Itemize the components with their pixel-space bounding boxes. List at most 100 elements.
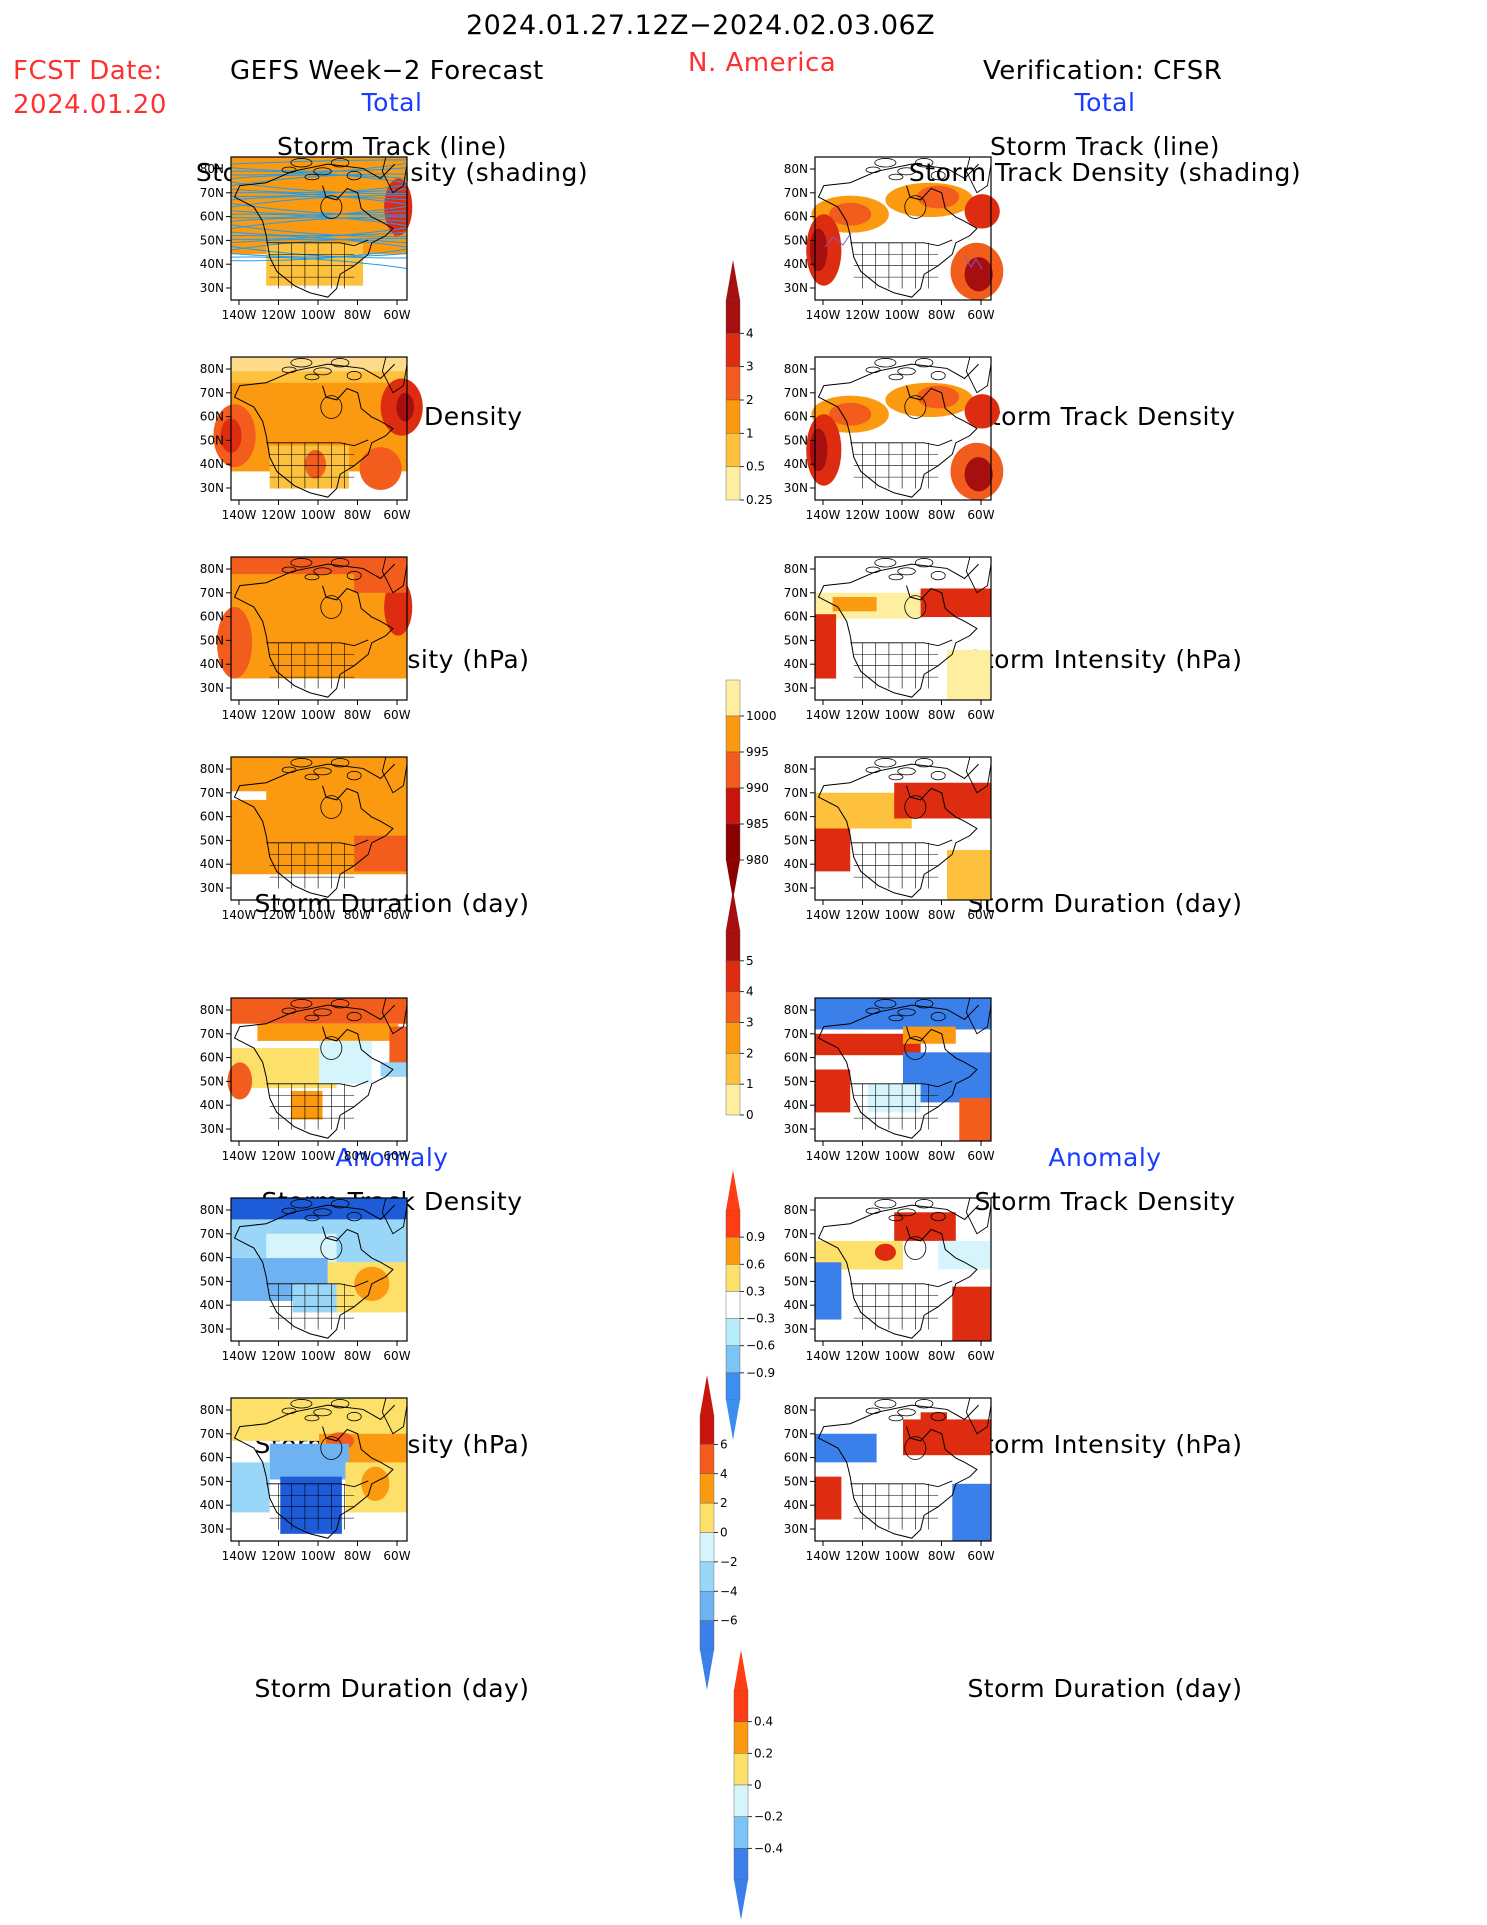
shading-blob [227,1062,253,1100]
colorbar-label: 980 [746,853,769,867]
shading-blob [964,394,1000,429]
coastline [817,563,980,636]
island [330,1399,350,1409]
total-label-left: Total [361,88,423,117]
hudson-bay [320,195,343,219]
coastline [817,1004,980,1077]
greenland-coast [381,356,408,394]
storm-track-line [230,224,408,237]
lat-tick-label: 60N [784,610,808,624]
border [850,1080,953,1088]
lat-tick-label: 70N [200,1427,224,1441]
hudson-bay [904,195,927,219]
island [930,370,946,381]
colorbar-segment [725,1083,741,1116]
coastline [849,785,978,898]
lat-tick-label: 80N [200,1003,224,1017]
greenland-coast [381,556,408,594]
island [888,173,904,181]
lat-tick-label: 70N [784,186,808,200]
lon-tick-label: 100W [301,1149,336,1163]
lat-tick-label: 50N [200,433,224,447]
coastline [233,1204,396,1277]
lat-tick-label: 80N [784,1203,808,1217]
colorbar-label: −0.4 [754,1841,783,1855]
island [874,358,897,368]
map-frame [814,756,992,901]
island [888,1014,904,1022]
island [313,767,332,776]
gefs-map-panel: 80N 70N 60N 50N 40N 30N 140W 120W 100W 80W 60W [200,997,411,1163]
lon-tick-label: 120W [845,1349,880,1363]
lat-tick-label: 40N [200,257,224,271]
map-frame [814,1397,992,1542]
map-frame [814,997,992,1142]
island [290,158,313,168]
lat-tick-label: 50N [200,1074,224,1088]
shading-block [903,1026,956,1044]
colorbar-arrow-bottom [726,1400,740,1440]
title-right-intensity: Storm Intensity (hPa) [967,645,1243,674]
lat-tick-label: 30N [784,1322,808,1336]
island [290,999,313,1009]
shading-block [354,557,407,593]
island [914,758,934,768]
shading-block [894,782,991,819]
border [266,1480,369,1488]
island [874,758,897,768]
island [865,366,881,374]
lat-tick-label: 70N [200,786,224,800]
lat-tick-label: 30N [200,1322,224,1336]
storm-track-line [230,181,408,195]
island [346,1011,362,1022]
title-right-density: Storm Track Density [974,402,1236,431]
cfsr-map-panel: 80N 70N 60N 50N 40N 30N 140W 120W 100W 80W 60W [784,1397,995,1563]
island [313,367,332,376]
lat-tick-label: 70N [200,586,224,600]
lon-tick-label: 140W [806,908,841,922]
island [304,1014,320,1022]
colorbar-segment [733,1689,749,1722]
shading-block [903,1419,991,1456]
lon-tick-label: 100W [885,908,920,922]
lon-tick-label: 80W [928,708,955,722]
shading-block [257,1023,399,1041]
shading-blob [361,1466,390,1501]
lat-tick-label: 70N [784,1227,808,1241]
lat-tick-label: 60N [200,1451,224,1465]
hudson-bay [320,795,343,819]
lat-tick-label: 40N [784,657,808,671]
colorbar-arrow-bottom [726,860,740,900]
colorbar-segment [733,1753,749,1786]
lat-tick-label: 80N [784,1003,808,1017]
lon-tick-label: 100W [301,908,336,922]
border [850,639,953,647]
coastline [233,363,396,436]
storm-track-line [230,245,408,259]
colorbar-arrow-bottom [734,1880,748,1920]
lon-tick-label: 140W [222,1349,257,1363]
island [281,766,297,774]
lon-tick-label: 80W [928,508,955,522]
island [914,999,934,1009]
colorbar-segment [725,1022,741,1054]
shading-block [947,849,991,900]
coastline [849,1226,978,1339]
hudson-bay [904,1436,927,1460]
lon-tick-label: 120W [845,708,880,722]
island [281,166,297,174]
shading-block [269,1443,349,1480]
lat-tick-label: 80N [200,1203,224,1217]
island [897,1208,916,1217]
colorbar-segment [725,1345,741,1374]
greenland-coast [381,1397,408,1435]
shading-block [815,1262,842,1320]
colorbar-label: 4 [746,985,754,999]
lon-tick-label: 100W [885,308,920,322]
lon-tick-label: 140W [222,908,257,922]
storm-track-line [230,205,408,219]
lat-tick-label: 70N [200,186,224,200]
storm-track-line [230,159,408,165]
colorbar-segment [699,1414,715,1445]
shading-blob [809,428,828,472]
